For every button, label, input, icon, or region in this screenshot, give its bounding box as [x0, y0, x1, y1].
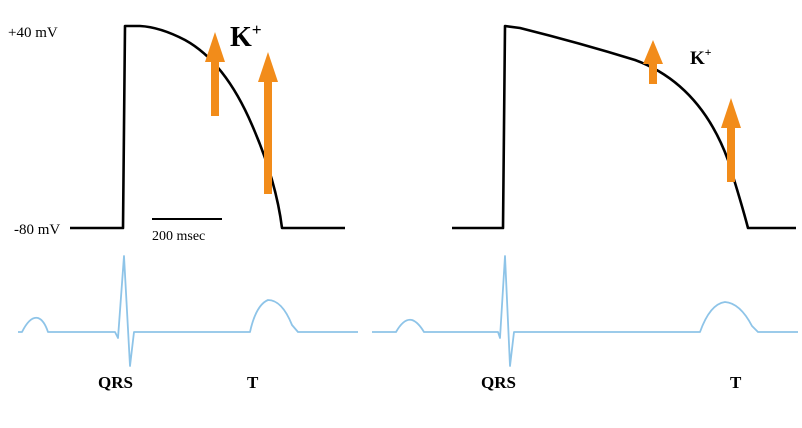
right-ecg-trace [372, 255, 798, 367]
potassium-ion-label: K+ [690, 46, 712, 69]
right-t-wave-label: T [730, 373, 742, 392]
k-efflux-arrow [721, 98, 741, 182]
k-efflux-arrow [643, 40, 663, 84]
k-efflux-arrow [205, 32, 225, 116]
right-qrs-label: QRS [481, 373, 516, 392]
time-scale-label: 200 msec [152, 229, 205, 244]
voltage-top-label: +40 mV [8, 25, 58, 41]
left-t-wave-label: T [247, 373, 259, 392]
right-panel: K+ QRS T [372, 24, 798, 392]
voltage-bottom-label: -80 mV [14, 222, 60, 238]
left-action-potential-trace [70, 24, 345, 230]
left-ecg-trace [18, 255, 358, 367]
left-panel: +40 mV -80 mV 200 msec K+ QRS T [8, 20, 358, 392]
right-action-potential-trace [452, 24, 796, 230]
left-qrs-label: QRS [98, 373, 133, 392]
potassium-ion-label: K+ [230, 20, 262, 53]
k-efflux-arrow [258, 52, 278, 194]
